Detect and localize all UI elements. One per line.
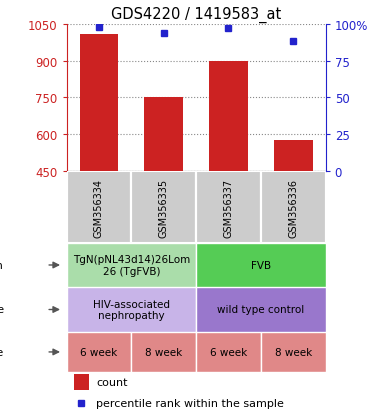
Bar xyxy=(74,375,89,390)
Text: 8 week: 8 week xyxy=(275,347,312,357)
Text: disease state: disease state xyxy=(0,305,4,315)
Bar xyxy=(67,244,196,287)
Text: 8 week: 8 week xyxy=(145,347,182,357)
Bar xyxy=(131,171,196,244)
Bar xyxy=(196,332,261,372)
Bar xyxy=(261,332,326,372)
Text: TgN(pNL43d14)26Lom
26 (TgFVB): TgN(pNL43d14)26Lom 26 (TgFVB) xyxy=(73,254,190,276)
Bar xyxy=(67,332,131,372)
Text: wild type control: wild type control xyxy=(217,305,305,315)
Text: FVB: FVB xyxy=(251,260,271,271)
Bar xyxy=(196,171,261,244)
Bar xyxy=(67,171,131,244)
Bar xyxy=(209,62,248,171)
Text: strain: strain xyxy=(0,260,4,271)
Text: GSM356336: GSM356336 xyxy=(288,178,298,237)
Text: count: count xyxy=(96,377,128,387)
Bar xyxy=(144,98,183,171)
Text: GSM356335: GSM356335 xyxy=(159,178,169,237)
Bar xyxy=(131,332,196,372)
Text: 6 week: 6 week xyxy=(210,347,247,357)
Text: percentile rank within the sample: percentile rank within the sample xyxy=(96,398,284,408)
Text: time: time xyxy=(0,347,4,357)
Bar xyxy=(196,244,326,287)
Bar xyxy=(67,287,196,332)
Text: GSM356337: GSM356337 xyxy=(223,178,233,237)
Text: GSM356334: GSM356334 xyxy=(94,178,104,237)
Bar xyxy=(80,35,118,171)
Title: GDS4220 / 1419583_at: GDS4220 / 1419583_at xyxy=(111,7,281,24)
Text: 6 week: 6 week xyxy=(80,347,118,357)
Text: HIV-associated
nephropathy: HIV-associated nephropathy xyxy=(93,299,170,320)
Bar xyxy=(274,141,313,171)
Bar xyxy=(261,171,326,244)
Bar xyxy=(196,287,326,332)
